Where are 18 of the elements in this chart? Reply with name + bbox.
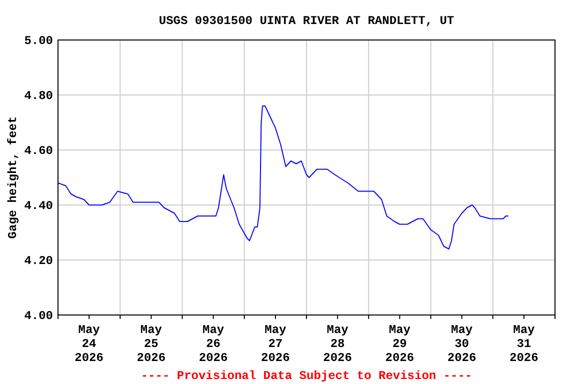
chart-title: USGS 09301500 UINTA RIVER AT RANDLETT, UT [158,14,454,28]
line-series [58,106,509,250]
text: ---- Provisional Data Subject to Revision ---- [140,369,472,383]
x-tick-label: May 31 2026 [510,323,538,365]
y-axis-title: Gage height, feet [6,116,20,239]
x-tick-label: May 27 2026 [261,323,290,365]
y-tick-label: 4.80 [24,89,53,104]
y-tick-label: 4.40 [24,199,53,214]
y-tick-label: 5.00 [24,34,53,48]
x-tick-label: May 29 2026 [385,323,414,365]
y-tick-label: 4.20 [24,254,53,268]
x-tick-label: May 30 2026 [447,323,476,365]
x-tick-label: May 28 2026 [323,323,352,365]
y-tick-label: 4.60 [24,144,53,158]
y-tick-label: 4.00 [24,309,53,324]
x-tick-label: May 26 2026 [198,323,228,365]
x-tick-label: May 24 2026 [74,323,104,365]
x-tick-label: May 25 2026 [136,323,166,365]
